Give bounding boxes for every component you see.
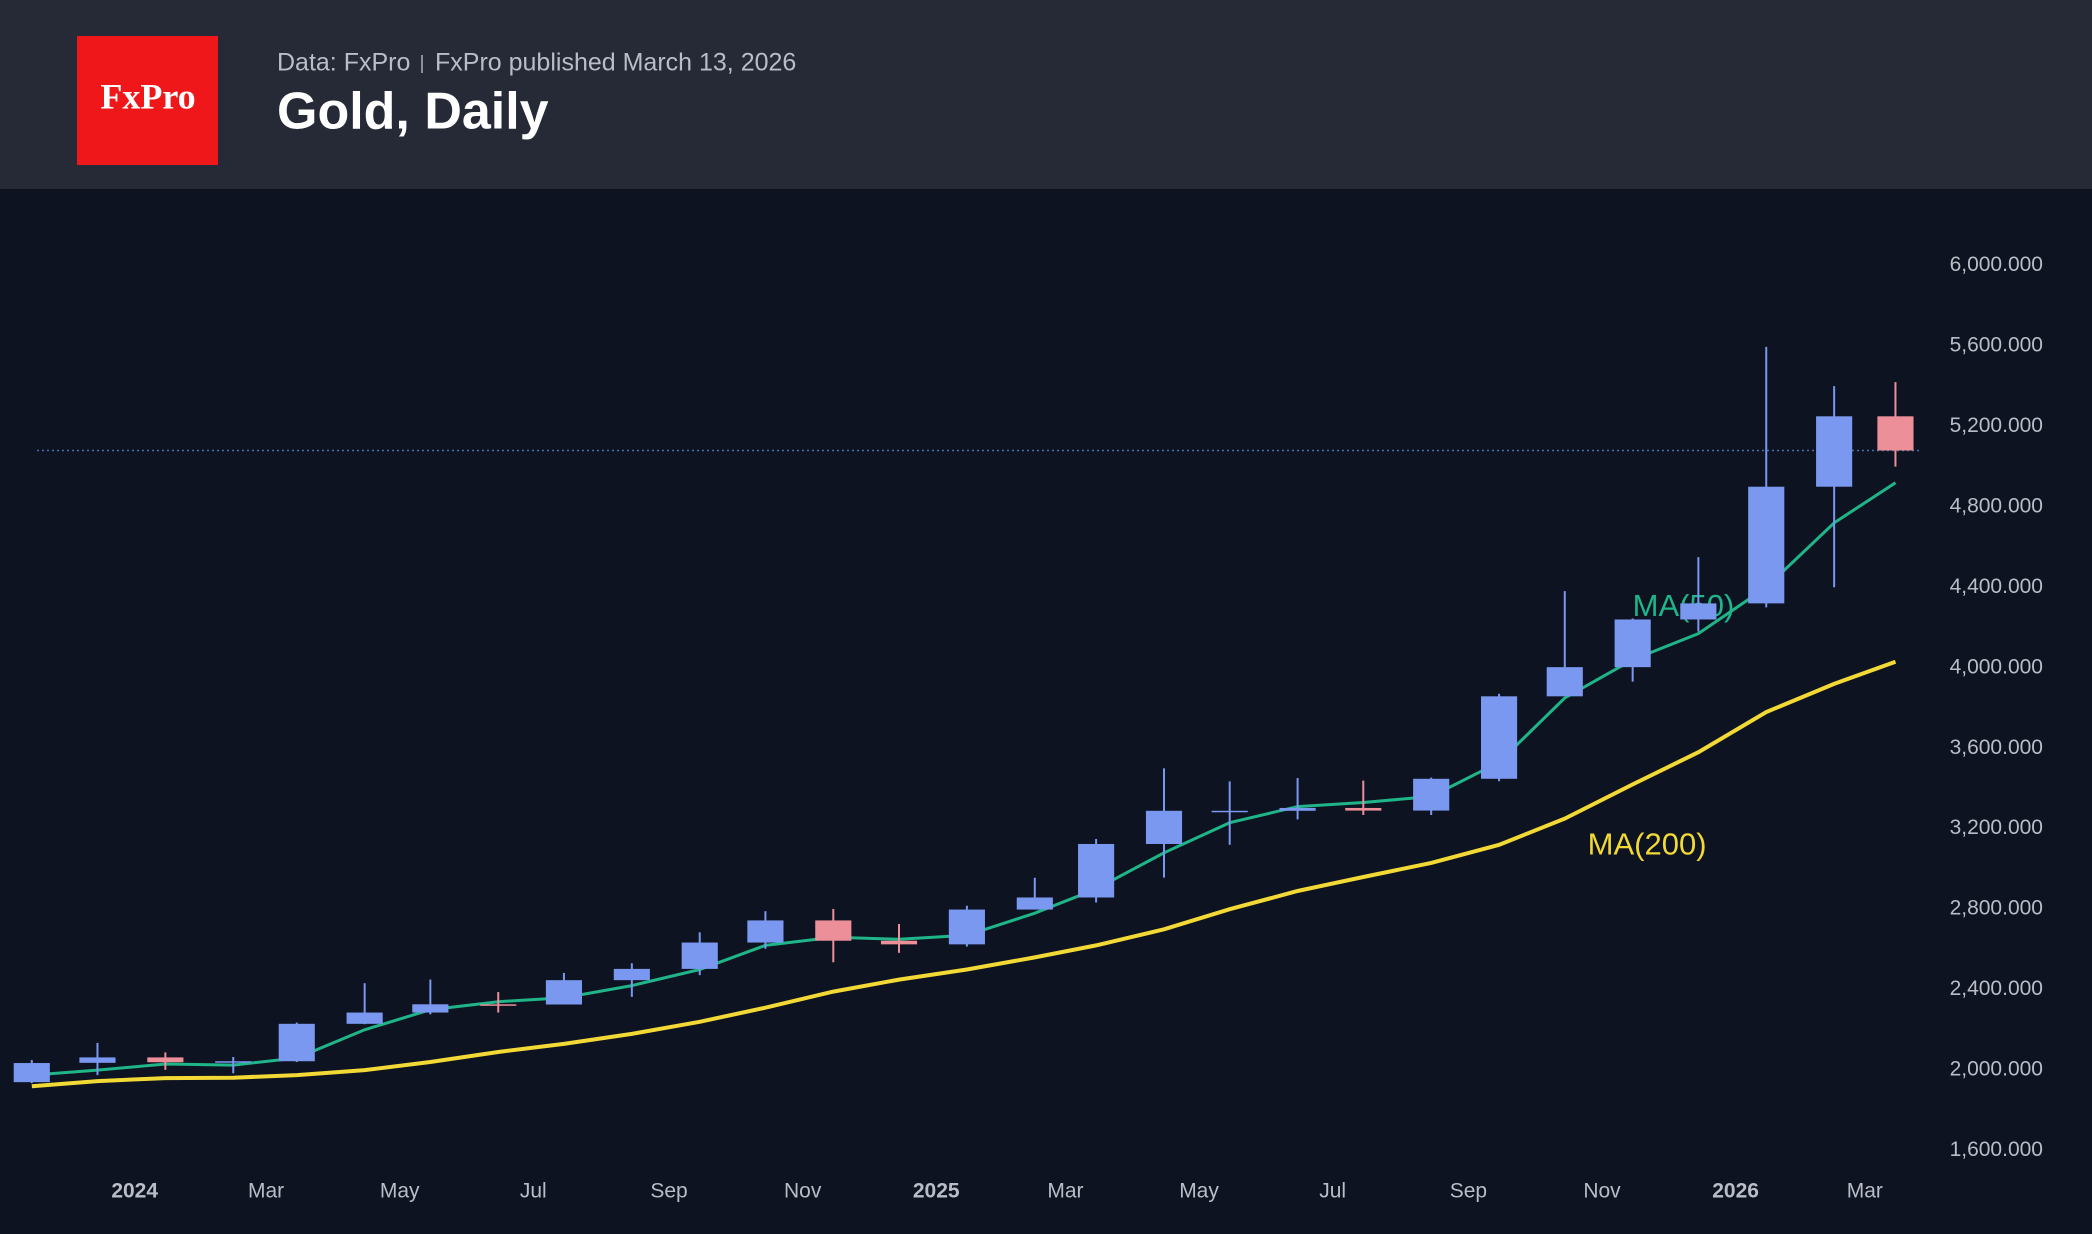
candle-body — [1816, 416, 1853, 487]
y-tick-label: 1,600.000 — [1950, 1138, 2043, 1161]
y-tick-label: 2,000.000 — [1950, 1058, 2043, 1081]
candle-body — [79, 1057, 116, 1063]
y-tick-label: 6,000.000 — [1950, 253, 2043, 276]
y-tick-label: 2,400.000 — [1950, 977, 2043, 1000]
x-tick-label: Sep — [650, 1180, 687, 1203]
candle-body — [346, 1012, 383, 1024]
y-tick-label: 5,200.000 — [1950, 414, 2043, 437]
candle-body — [278, 1023, 315, 1062]
chart-title: Gold, Daily — [277, 83, 549, 141]
x-tick-label: Jul — [520, 1180, 547, 1203]
candle-body — [1877, 416, 1914, 451]
x-tick-label: Mar — [248, 1180, 284, 1203]
published: FxPro published March 13, 2026 — [435, 49, 796, 77]
candle-body — [1345, 807, 1382, 811]
candle-body — [1211, 810, 1248, 813]
header — [0, 0, 2092, 189]
candle-body — [1078, 843, 1115, 898]
y-tick-label: 4,800.000 — [1950, 494, 2043, 517]
source: Data: FxPro — [277, 49, 410, 77]
candle-body — [480, 1004, 517, 1006]
x-tick-label: Jul — [1319, 1180, 1346, 1203]
x-tick-label: 2025 — [913, 1180, 960, 1203]
candle-body — [1680, 603, 1717, 620]
candle-body — [215, 1061, 252, 1063]
candle-body — [747, 920, 784, 943]
candle-body — [1481, 696, 1518, 779]
candle-body — [13, 1063, 50, 1083]
x-tick-label: Nov — [784, 1180, 822, 1203]
ma-line — [31, 659, 1897, 1089]
candle-body — [1748, 486, 1785, 604]
y-tick-label: 4,400.000 — [1950, 575, 2043, 598]
candle-body — [880, 940, 918, 945]
x-tick-label: May — [1179, 1180, 1219, 1203]
candle-body — [412, 1004, 449, 1013]
candle-body — [681, 942, 718, 969]
x-tick-label: 2024 — [111, 1180, 158, 1203]
logo-text: FxPro — [100, 76, 195, 116]
candle-body — [1145, 810, 1183, 844]
y-tick-label: 2,800.000 — [1950, 897, 2043, 920]
candle-body — [948, 909, 985, 945]
candle-body — [815, 920, 852, 941]
x-tick-label: Sep — [1450, 1180, 1487, 1203]
candle-body — [1546, 667, 1583, 697]
ma-label: MA(200) — [1588, 827, 1707, 862]
candle-body — [1016, 897, 1053, 910]
logo — [77, 36, 218, 165]
x-tick-label: Mar — [1847, 1180, 1883, 1203]
x-tick-label: Mar — [1047, 1180, 1083, 1203]
candle-body — [1614, 619, 1651, 668]
candle-body — [147, 1057, 184, 1063]
y-tick-label: 3,600.000 — [1950, 736, 2043, 759]
candle-body — [1413, 778, 1450, 811]
candle-body — [613, 968, 650, 981]
candle-body — [545, 980, 583, 1005]
candle-body — [1279, 807, 1316, 811]
y-tick-label: 3,200.000 — [1950, 816, 2043, 839]
x-tick-label: Nov — [1583, 1180, 1621, 1203]
x-tick-label: 2026 — [1712, 1180, 1759, 1203]
y-tick-label: 5,600.000 — [1950, 333, 2043, 356]
y-tick-label: 4,000.000 — [1950, 655, 2043, 678]
x-tick-label: May — [380, 1180, 420, 1203]
